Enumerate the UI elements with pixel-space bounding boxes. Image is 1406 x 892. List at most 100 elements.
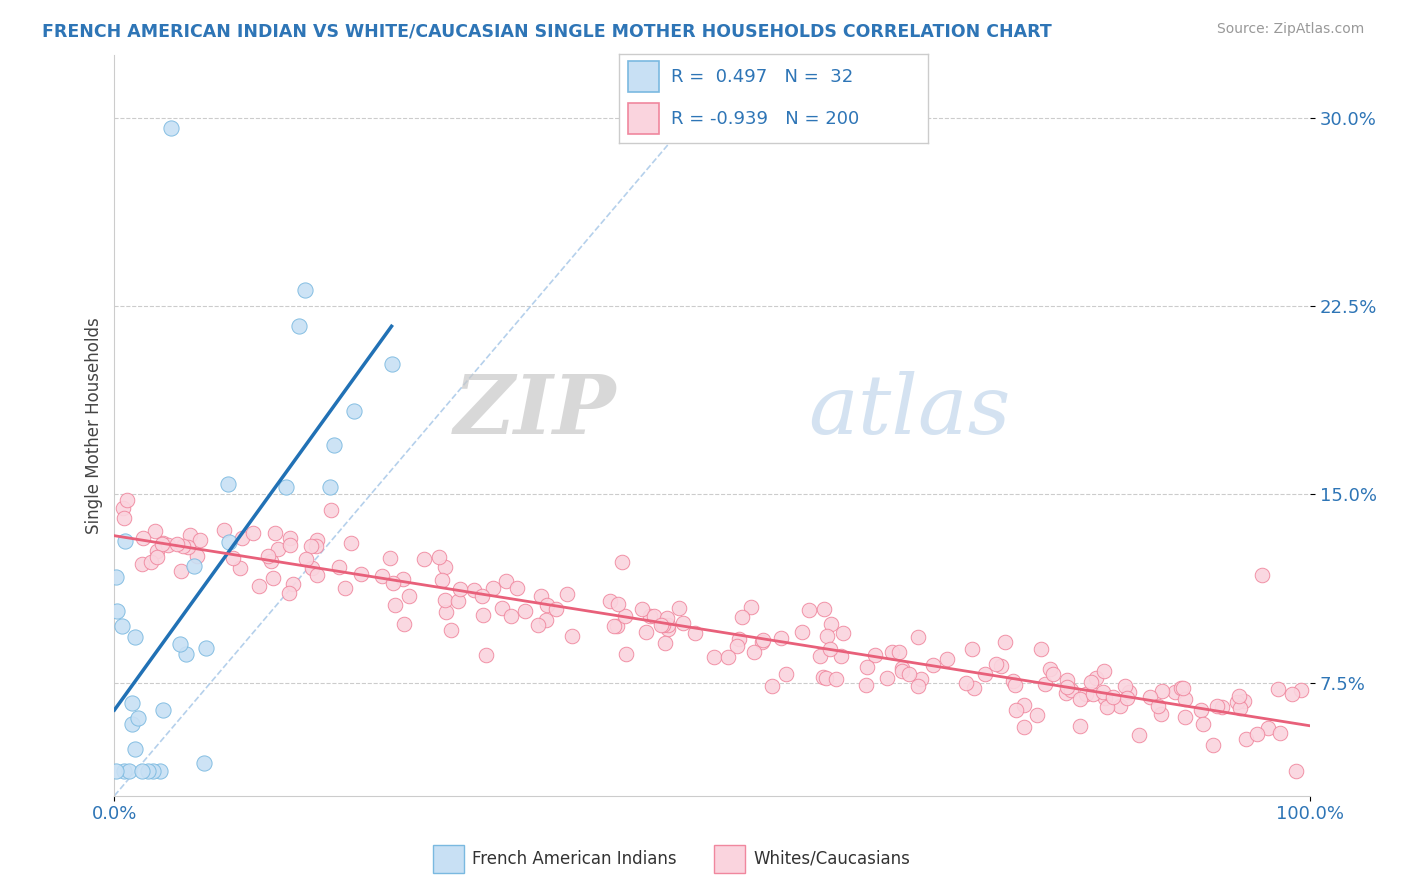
Point bbox=[339, 536, 361, 550]
Point bbox=[350, 566, 373, 581]
Point bbox=[1094, 691, 1116, 706]
Point bbox=[790, 625, 813, 640]
Point bbox=[342, 403, 364, 417]
Text: R = -0.939   N = 200: R = -0.939 N = 200 bbox=[671, 110, 859, 128]
Point bbox=[825, 672, 848, 686]
Point bbox=[1033, 677, 1056, 691]
Point bbox=[434, 605, 457, 619]
Point bbox=[295, 552, 318, 566]
Point bbox=[1054, 685, 1077, 699]
Point bbox=[449, 582, 471, 596]
Point bbox=[112, 511, 135, 525]
Point bbox=[392, 617, 415, 632]
Point bbox=[105, 570, 128, 584]
Point bbox=[1206, 699, 1229, 714]
Point bbox=[731, 610, 754, 624]
Point bbox=[1080, 674, 1102, 689]
Point bbox=[1267, 682, 1289, 697]
Point bbox=[530, 590, 553, 604]
Point bbox=[922, 657, 945, 672]
Point bbox=[657, 618, 679, 632]
Point bbox=[131, 764, 153, 778]
Point bbox=[179, 528, 201, 542]
Point bbox=[152, 535, 174, 549]
Point bbox=[121, 716, 143, 731]
Point bbox=[112, 764, 135, 778]
Point bbox=[1251, 567, 1274, 582]
Point bbox=[195, 641, 218, 656]
Point bbox=[474, 648, 496, 662]
Point bbox=[657, 622, 679, 636]
Point bbox=[1234, 731, 1257, 746]
Point bbox=[865, 648, 887, 663]
Point bbox=[815, 671, 838, 685]
Point bbox=[797, 603, 820, 617]
Point bbox=[891, 664, 914, 678]
Point bbox=[955, 676, 977, 690]
Point bbox=[555, 587, 578, 601]
Point bbox=[751, 634, 773, 648]
Text: Whites/Caucasians: Whites/Caucasians bbox=[754, 849, 911, 868]
Point bbox=[513, 604, 536, 618]
Point bbox=[936, 651, 959, 665]
Point bbox=[174, 647, 197, 661]
Point bbox=[1074, 687, 1097, 701]
Point bbox=[740, 600, 762, 615]
Point bbox=[984, 657, 1007, 671]
Point bbox=[304, 539, 326, 553]
Point bbox=[321, 503, 343, 517]
Point bbox=[499, 609, 522, 624]
Point bbox=[138, 764, 160, 778]
Point bbox=[139, 555, 162, 569]
Point bbox=[392, 572, 415, 586]
Point bbox=[301, 561, 323, 575]
Point bbox=[183, 558, 205, 573]
Point bbox=[1012, 698, 1035, 712]
Point bbox=[672, 616, 695, 631]
Point bbox=[907, 630, 929, 644]
Point bbox=[1285, 764, 1308, 778]
Point bbox=[775, 667, 797, 681]
Text: atlas: atlas bbox=[808, 371, 1010, 450]
Point bbox=[994, 635, 1017, 649]
Y-axis label: Single Mother Households: Single Mother Households bbox=[86, 317, 103, 533]
Point bbox=[855, 678, 877, 692]
Point bbox=[1174, 692, 1197, 706]
Point bbox=[613, 609, 636, 624]
Point bbox=[1056, 680, 1078, 694]
Point bbox=[318, 479, 340, 493]
Point bbox=[277, 586, 299, 600]
Point bbox=[631, 601, 654, 615]
Point bbox=[434, 559, 457, 574]
Point bbox=[264, 525, 287, 540]
Point bbox=[742, 645, 765, 659]
Point bbox=[267, 542, 290, 557]
Point bbox=[1128, 728, 1150, 742]
Point bbox=[607, 597, 630, 611]
Point bbox=[294, 283, 316, 297]
Point bbox=[218, 534, 240, 549]
Point bbox=[242, 526, 264, 541]
Point bbox=[247, 579, 270, 593]
Point bbox=[761, 679, 783, 693]
Point bbox=[1060, 682, 1083, 697]
Point bbox=[333, 581, 356, 595]
Point bbox=[815, 629, 838, 643]
Point bbox=[1246, 727, 1268, 741]
Point bbox=[890, 661, 912, 675]
Point bbox=[131, 557, 153, 571]
Point bbox=[472, 608, 495, 623]
Point bbox=[432, 573, 454, 587]
Point bbox=[1281, 687, 1303, 701]
Point bbox=[1229, 700, 1251, 714]
Point bbox=[1092, 664, 1115, 678]
FancyBboxPatch shape bbox=[628, 103, 659, 134]
Point bbox=[1118, 685, 1140, 699]
Point bbox=[1233, 694, 1256, 708]
Point bbox=[328, 560, 350, 574]
Point bbox=[231, 531, 253, 545]
Point bbox=[278, 538, 301, 552]
Point bbox=[1069, 692, 1091, 706]
Point bbox=[262, 571, 284, 585]
Point bbox=[381, 576, 404, 591]
